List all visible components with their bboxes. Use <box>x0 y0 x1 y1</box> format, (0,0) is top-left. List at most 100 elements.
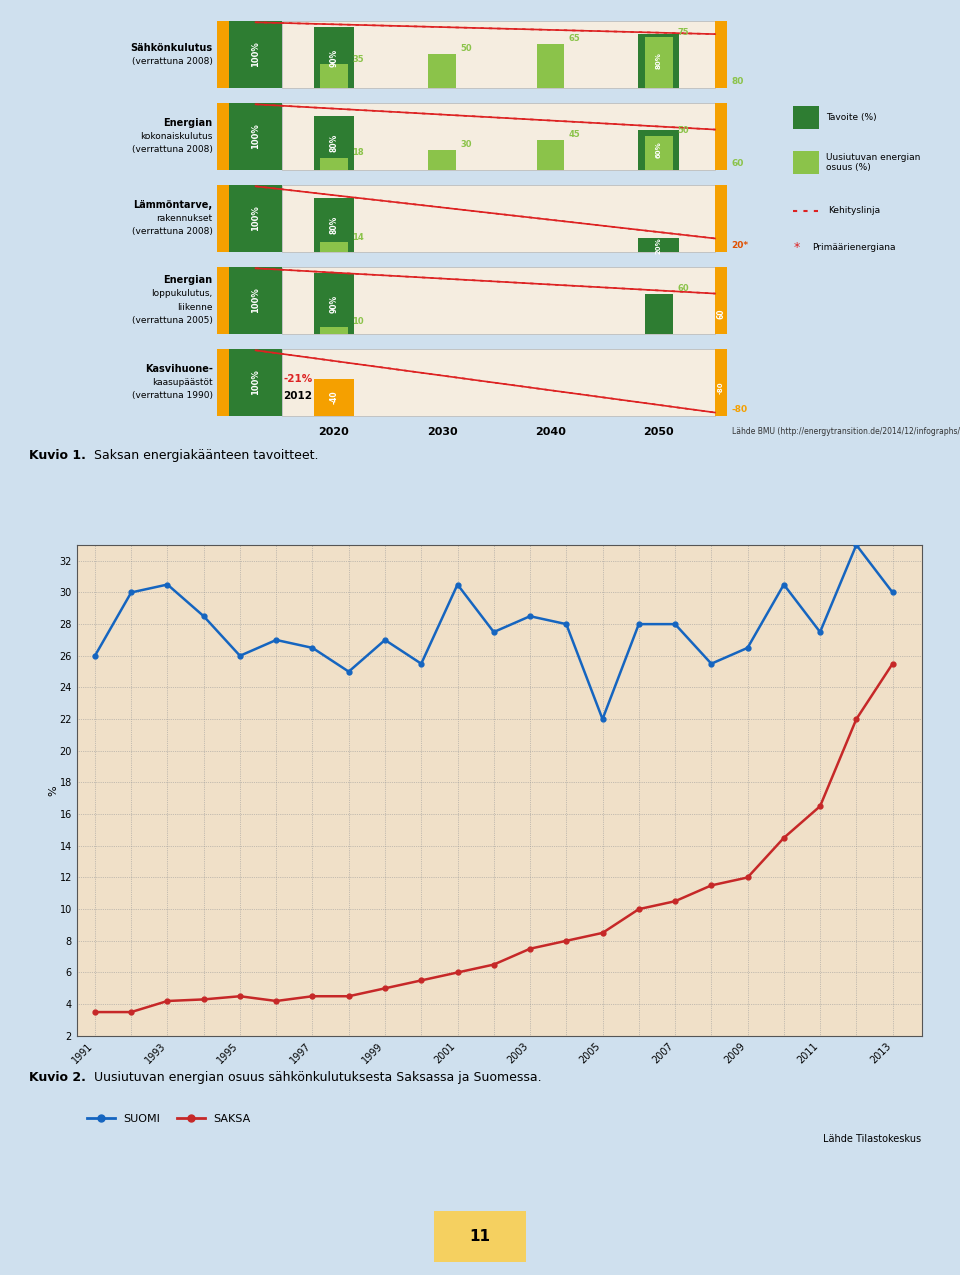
Text: Uusiutuvan energian
osuus (%): Uusiutuvan energian osuus (%) <box>826 153 920 172</box>
Text: (verrattuna 2008): (verrattuna 2008) <box>132 145 213 154</box>
Text: 45: 45 <box>569 130 581 139</box>
Text: Saksan energiakäänteen tavoitteet.: Saksan energiakäänteen tavoitteet. <box>94 449 319 463</box>
Bar <box>715 185 727 252</box>
Bar <box>229 185 282 252</box>
Text: liikenne: liikenne <box>178 302 213 311</box>
Text: 35: 35 <box>352 55 364 64</box>
Bar <box>645 293 673 334</box>
Bar <box>320 328 348 334</box>
Text: 60%: 60% <box>656 142 661 158</box>
Bar <box>793 106 819 129</box>
Bar <box>645 37 673 88</box>
Bar <box>217 20 229 88</box>
Text: 80: 80 <box>732 78 744 87</box>
Text: 10: 10 <box>352 317 364 326</box>
Text: 100%: 100% <box>252 287 260 314</box>
Bar <box>282 266 715 334</box>
Text: loppukulutus,: loppukulutus, <box>152 289 213 298</box>
Y-axis label: %: % <box>48 785 58 796</box>
Bar <box>282 103 715 170</box>
Bar <box>229 103 282 170</box>
Text: kokonaiskulutus: kokonaiskulutus <box>140 131 213 140</box>
Text: 90%: 90% <box>329 295 338 312</box>
Bar <box>282 348 715 416</box>
Bar <box>217 185 229 252</box>
Bar <box>715 266 727 334</box>
Text: 80%: 80% <box>329 134 338 152</box>
Text: Sähkönkulutus: Sähkönkulutus <box>131 42 213 52</box>
Bar <box>638 238 679 252</box>
Bar <box>314 379 354 416</box>
Text: 65: 65 <box>569 34 581 43</box>
Bar <box>229 20 282 88</box>
Text: Kehityslinja: Kehityslinja <box>828 207 880 215</box>
Bar <box>638 34 679 88</box>
Text: 20*: 20* <box>732 241 749 250</box>
Bar <box>217 266 229 334</box>
Bar <box>715 20 727 88</box>
Text: 60: 60 <box>716 309 726 319</box>
Text: 2020: 2020 <box>319 427 349 436</box>
Text: 100%: 100% <box>252 370 260 395</box>
Text: (verrattuna 2008): (verrattuna 2008) <box>132 227 213 236</box>
Text: -21%: -21% <box>283 374 312 384</box>
Text: 100%: 100% <box>252 41 260 68</box>
Text: Energian: Energian <box>163 275 213 286</box>
Bar <box>434 1211 526 1262</box>
Text: 50: 50 <box>461 45 472 54</box>
Text: (verrattuna 2008): (verrattuna 2008) <box>132 56 213 65</box>
Text: -40: -40 <box>329 390 338 404</box>
Bar <box>314 27 354 88</box>
Bar <box>314 198 354 252</box>
Bar <box>320 158 348 170</box>
Bar <box>282 20 715 88</box>
Text: Primäärienergiana: Primäärienergiana <box>812 244 896 252</box>
Text: Energian: Energian <box>163 117 213 128</box>
Bar <box>314 116 354 170</box>
Text: 80%: 80% <box>329 215 338 235</box>
Text: Kuvio 1.: Kuvio 1. <box>29 449 85 463</box>
Bar <box>793 150 819 173</box>
Text: kaasupäästöt: kaasupäästöt <box>152 377 213 386</box>
Bar <box>715 348 727 416</box>
Bar <box>428 55 456 88</box>
Bar <box>645 136 673 170</box>
Bar <box>638 130 679 170</box>
Text: (verrattuna 1990): (verrattuna 1990) <box>132 391 213 400</box>
Bar <box>229 348 282 416</box>
Text: 100%: 100% <box>252 124 260 149</box>
Text: Lähde BMU (http://energytransition.de/2014/12/infographs/): Lähde BMU (http://energytransition.de/20… <box>732 427 960 436</box>
Bar <box>715 103 727 170</box>
Bar <box>428 149 456 170</box>
Bar <box>645 37 673 88</box>
Text: -80: -80 <box>732 405 748 414</box>
Bar <box>314 273 354 334</box>
Bar <box>320 242 348 252</box>
Text: 2040: 2040 <box>535 427 565 436</box>
Text: rakennukset: rakennukset <box>156 214 213 223</box>
Text: 80%: 80% <box>656 52 661 69</box>
Text: Tavoite (%): Tavoite (%) <box>826 113 876 122</box>
Text: Lähde Tilastokeskus: Lähde Tilastokeskus <box>824 1133 922 1144</box>
Bar <box>320 64 348 88</box>
Text: 50: 50 <box>677 126 688 135</box>
Bar <box>537 45 564 88</box>
Text: 20%: 20% <box>656 237 661 254</box>
Text: 2012: 2012 <box>283 390 312 400</box>
Text: 60: 60 <box>732 159 744 168</box>
Text: Lämmöntarve,: Lämmöntarve, <box>133 200 213 210</box>
Text: -80: -80 <box>718 381 724 394</box>
Text: 2030: 2030 <box>427 427 457 436</box>
Text: *: * <box>793 241 800 254</box>
Bar <box>217 348 229 416</box>
Text: Kasvihuone-: Kasvihuone- <box>145 363 213 374</box>
Text: 60: 60 <box>677 284 688 293</box>
Text: Uusiutuvan energian osuus sähkönkulutuksesta Saksassa ja Suomessa.: Uusiutuvan energian osuus sähkönkulutuks… <box>94 1071 541 1084</box>
Text: 30: 30 <box>461 140 472 149</box>
Text: 75: 75 <box>677 28 688 37</box>
Bar <box>537 140 564 170</box>
Text: 90%: 90% <box>329 48 338 66</box>
Legend: SUOMI, SAKSA: SUOMI, SAKSA <box>83 1109 255 1128</box>
Bar <box>217 103 229 170</box>
Text: 14: 14 <box>352 232 364 242</box>
